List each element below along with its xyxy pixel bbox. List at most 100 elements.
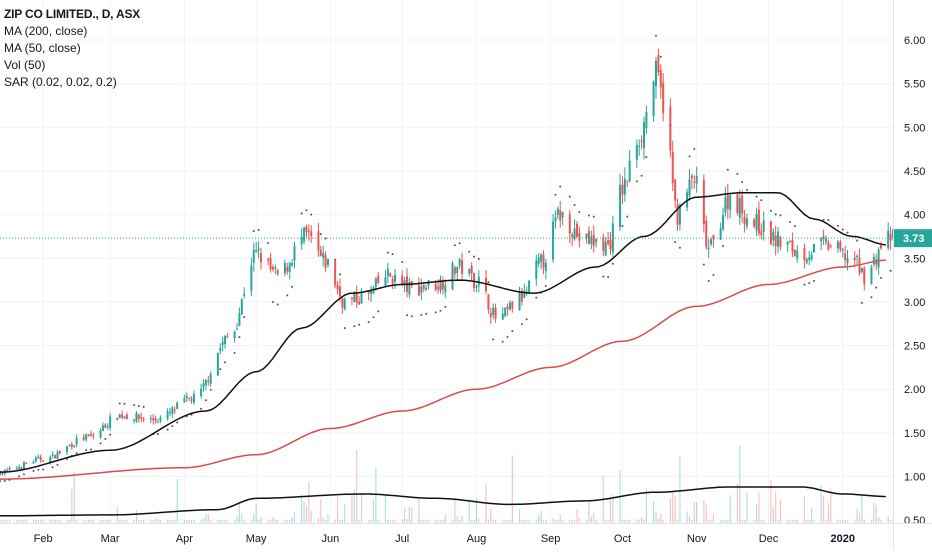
sar-dot (109, 433, 112, 436)
candle-body (109, 416, 112, 429)
volume-bar (609, 498, 612, 523)
ma200-path (0, 259, 886, 480)
sar-dot (621, 224, 624, 227)
volume-bar (691, 520, 693, 523)
candle-body (504, 307, 507, 316)
candle-body (92, 435, 95, 437)
sar-dot (99, 442, 102, 445)
sar-dot (769, 209, 772, 212)
volume-bar (202, 518, 205, 523)
candle-body (355, 292, 358, 303)
candle-body (303, 227, 306, 242)
volume-bar (473, 520, 475, 523)
sar-dot (592, 215, 595, 218)
volume-bar (822, 495, 825, 523)
volume-bar (523, 520, 525, 523)
volume-bar (743, 520, 746, 523)
candle-body (458, 259, 461, 266)
volume-bar (729, 495, 731, 523)
sar-dot (693, 147, 696, 150)
volume-bar (250, 520, 252, 523)
sar-dot (477, 257, 480, 260)
symbol-title[interactable]: ZIP CO LIMITED., D, ASX (4, 7, 141, 21)
volume-bar (40, 520, 42, 523)
chart-legend: ZIP CO LIMITED., D, ASX MA (200, close) … (4, 6, 140, 91)
candlesticks[interactable] (0, 48, 894, 476)
volume-bar (585, 520, 588, 523)
volume-bar (710, 520, 712, 523)
sar-dot (755, 195, 758, 198)
sar-dot (880, 277, 883, 280)
legend-sar[interactable]: SAR (0.02, 0.02, 0.2) (4, 75, 117, 89)
volume-bar (808, 520, 810, 523)
legend-vol[interactable]: Vol (50) (4, 58, 46, 72)
volume-bar (289, 520, 291, 523)
candle-body (729, 195, 732, 210)
candle-body (652, 81, 655, 116)
sar-dot (319, 233, 322, 236)
candle-body (635, 144, 638, 160)
volume-bar (234, 520, 236, 523)
volume-bar (471, 520, 473, 523)
sar-dot (233, 352, 236, 355)
sar-dot (789, 221, 792, 224)
legend-ma50[interactable]: MA (50, close) (4, 41, 81, 55)
candle-body (384, 277, 387, 286)
volume-bar (775, 491, 777, 523)
candle-body (528, 280, 531, 293)
volume-bar (830, 489, 832, 523)
candle-body (585, 233, 588, 239)
x-tick-label: Nov (687, 533, 707, 545)
candle-body (805, 259, 808, 263)
sar-dot (224, 361, 227, 364)
volume-bar (375, 467, 377, 523)
volume-bar (159, 520, 162, 523)
candle-body (58, 450, 61, 454)
volume-bar (686, 511, 688, 523)
volume-bar (291, 516, 293, 523)
volume-bar (490, 508, 492, 523)
sar-dot (56, 463, 59, 466)
volume-bar (844, 520, 846, 523)
candle-body (643, 122, 646, 149)
candle-body (468, 268, 471, 274)
x-tick-label: Dec (759, 533, 779, 545)
legend-ma200[interactable]: MA (200, close) (4, 24, 88, 38)
candle-body (236, 328, 239, 330)
sar-dot (439, 309, 442, 312)
candle-body (875, 259, 878, 265)
sar-dot (3, 479, 6, 482)
sar-dot (501, 340, 504, 343)
candle-body (291, 263, 294, 266)
y-tick-label: 4.00 (904, 210, 925, 222)
volume-bar (68, 520, 71, 523)
volume-bar (0, 520, 1, 523)
sar-dot (645, 156, 648, 159)
volume-bar (554, 520, 557, 523)
volume-bar (123, 520, 126, 523)
volume-bar (791, 520, 794, 523)
volume-bar (71, 489, 73, 523)
sar-dot (774, 213, 777, 216)
sar-dot (822, 218, 825, 221)
candle-body (326, 259, 329, 266)
sar-dot (200, 407, 203, 410)
candle-body (87, 434, 90, 436)
candle-body (401, 275, 404, 284)
candle-body (796, 250, 799, 259)
volume-bar (571, 520, 573, 523)
volume-bar (578, 517, 580, 523)
volume-bar (54, 520, 56, 523)
volume-bar (475, 497, 478, 523)
sar-dot (453, 244, 456, 247)
volume-bar (119, 520, 121, 523)
candle-body (137, 414, 140, 419)
sar-dot (410, 315, 413, 318)
volume-bar (207, 513, 209, 523)
candle-body (654, 60, 657, 87)
candle-body (286, 266, 289, 272)
candle-body (219, 347, 222, 351)
volume-bar (210, 520, 212, 523)
